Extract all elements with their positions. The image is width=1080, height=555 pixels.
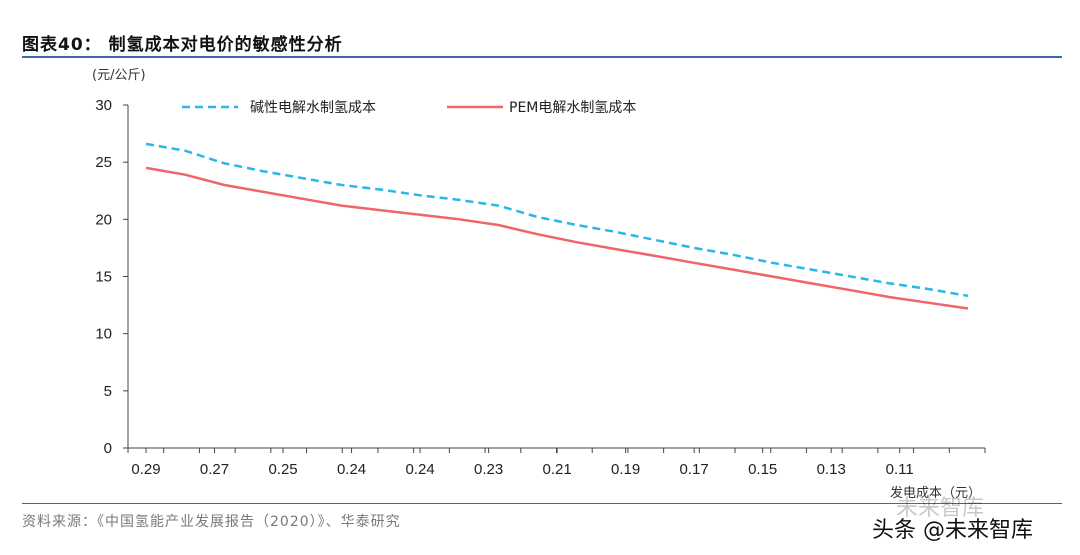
x-tick-label: 0.21 — [543, 461, 572, 478]
x-tick-label: 0.17 — [680, 461, 709, 478]
y-tick-label: 25 — [95, 154, 112, 171]
y-tick-label: 30 — [95, 97, 112, 114]
watermark-faint-text: 未来智库 — [896, 496, 985, 521]
x-tick-label: 0.25 — [268, 461, 297, 478]
series-line-alkaline — [145, 142, 969, 298]
x-tick-label: 0.24 — [405, 461, 434, 478]
title-divider — [22, 56, 1062, 58]
x-tick-label: 0.27 — [200, 461, 229, 478]
x-tick-label: 0.24 — [337, 461, 366, 478]
x-tick-label: 0.23 — [474, 461, 503, 478]
watermark-text: 头条 @未来智库 — [872, 518, 1033, 543]
y-tick-label: 0 — [104, 440, 112, 457]
y-tick-label: 10 — [95, 326, 112, 343]
y-tick-label: 5 — [104, 383, 112, 400]
series-line-pem — [145, 166, 969, 310]
x-tick-label: 0.19 — [611, 461, 640, 478]
x-tick-label: 0.29 — [131, 461, 160, 478]
source-note: 资料来源：《中国氢能产业发展报告（2020）》、华泰研究 — [22, 514, 401, 530]
y-axis-unit-label: (元/公斤) — [92, 68, 146, 83]
legend: 碱性电解水制氢成本 PEM电解水制氢成本 — [182, 100, 636, 116]
chart-title: 图表40： 制氢成本对电价的敏感性分析 — [22, 35, 343, 55]
x-tick-label: 0.13 — [817, 461, 846, 478]
y-tick-label: 20 — [95, 211, 112, 228]
legend-label: PEM电解水制氢成本 — [509, 100, 636, 116]
y-axis: 0 5 10 15 20 25 30 — [95, 97, 129, 457]
x-axis-label: 发电成本（元） — [890, 485, 981, 501]
x-axis: 0.29 0.27 0.25 0.24 0.24 0.23 0.21 0.19 0.17 0.15… — [127, 447, 986, 478]
footer-divider — [22, 503, 1062, 504]
x-tick-label: 0.11 — [886, 461, 914, 478]
series-lines — [145, 142, 969, 310]
y-tick-label: 15 — [95, 269, 112, 286]
legend-label: 碱性电解水制氢成本 — [250, 100, 376, 116]
x-tick-label: 0.15 — [748, 461, 777, 478]
